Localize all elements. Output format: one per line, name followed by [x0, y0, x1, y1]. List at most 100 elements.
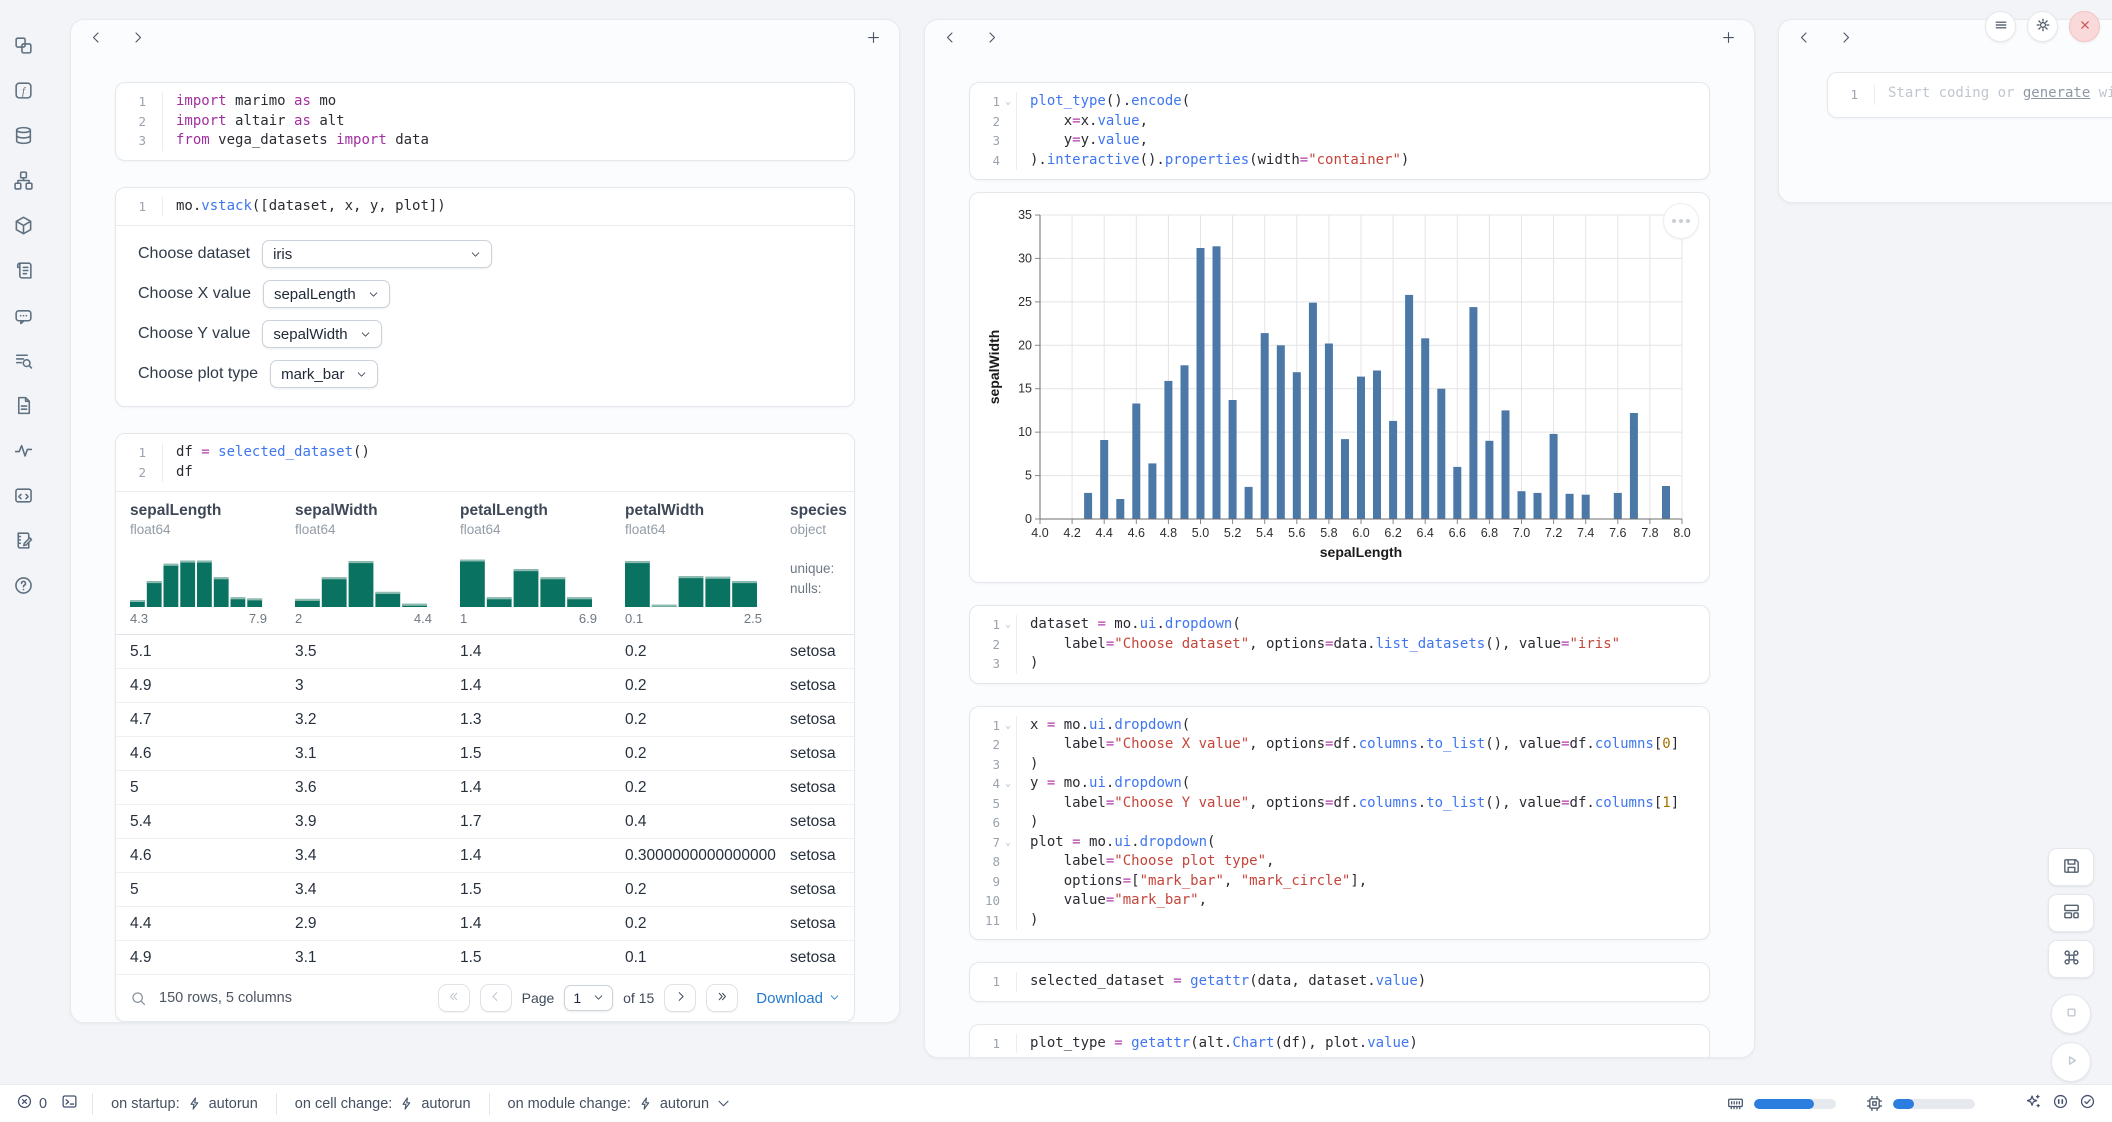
svg-text:7.6: 7.6 [1609, 526, 1626, 540]
page-select[interactable]: 1 [564, 985, 614, 1011]
item-value: autorun [421, 1095, 471, 1112]
scroll-left-button[interactable] [89, 30, 104, 48]
scroll-right-button[interactable] [130, 30, 145, 48]
table-cell: 5 [130, 778, 139, 796]
scratchpad-icon[interactable] [9, 525, 39, 555]
download-button[interactable]: Download [756, 990, 840, 1007]
choose-y-value-dropdown[interactable]: sepalWidth [262, 320, 382, 348]
choose-x-value-dropdown[interactable]: sepalLength [262, 280, 390, 308]
code-editor-xyplot[interactable]: 1 ⌄ x = mo.ui.dropdown(2 label="Choose X v… [970, 707, 1709, 940]
table-column-header[interactable]: sepalWidth float64 2 4.4 [295, 502, 432, 626]
histogram-max: 7.9 [248, 611, 267, 626]
column-middle-header [925, 20, 1754, 58]
keyboard-shortcuts-button[interactable] [2048, 940, 2094, 978]
table-of-contents-icon[interactable] [9, 345, 39, 375]
documentation-icon[interactable] [9, 255, 39, 285]
datasources-icon[interactable] [9, 120, 39, 150]
code-line: 9 options=["mark_bar", "mark_circle"], [970, 871, 1709, 891]
scroll-left-button[interactable] [1797, 30, 1812, 48]
connection-status-button[interactable] [2079, 1093, 2096, 1114]
table-cell: 0.2 [625, 642, 647, 660]
variables-icon[interactable]: f [9, 75, 39, 105]
terminal-button[interactable] [61, 1093, 78, 1114]
code-editor-dataset[interactable]: 1 ⌄ dataset = mo.ui.dropdown(2 label="Choo… [970, 606, 1709, 683]
code-editor-imports[interactable]: 1 import marimo as mo 2 import altair as al… [116, 83, 854, 160]
close-panel-button[interactable] [2069, 11, 2100, 42]
menu-button[interactable] [1985, 11, 2016, 42]
chart-menu-button[interactable] [1663, 203, 1699, 239]
add-cell-button[interactable] [1721, 30, 1736, 48]
table-cell: setosa [790, 948, 836, 966]
table-row: 4.4 2.9 1.4 0.2 setosa [116, 907, 854, 941]
stop-button[interactable] [2051, 994, 2091, 1034]
svg-text:4.2: 4.2 [1063, 526, 1080, 540]
runtime-config-item[interactable]: on module change: autorun [504, 1096, 736, 1112]
table-cell: 5.4 [130, 812, 152, 830]
sidebar: f [0, 0, 47, 1084]
runtime-config-item[interactable]: on cell change: autorun [291, 1096, 475, 1112]
altair-bar-chart[interactable]: 4.0 4.2 4.4 4.6 4.8 5.0 5.2 5.4 5.6 5.8 6.0 6.2 6.4 6… [986, 205, 1693, 570]
generate-link[interactable]: generate [2022, 85, 2091, 101]
tracing-icon[interactable] [9, 435, 39, 465]
cell-xyplot-dropdowns: 1 ⌄ x = mo.ui.dropdown(2 label="Choose X v… [969, 705, 1710, 940]
first-page-button[interactable] [437, 984, 470, 1012]
ai-chat-icon[interactable] [9, 300, 39, 330]
scroll-right-button[interactable] [984, 30, 999, 48]
code-editor-plot-type[interactable]: 1 plot_type = getattr(alt.Chart(df), plot… [970, 1025, 1709, 1058]
svg-text:35: 35 [1018, 208, 1032, 222]
snippets-icon[interactable] [9, 390, 39, 420]
svg-text:30: 30 [1018, 251, 1032, 265]
svg-text:4.0: 4.0 [1031, 526, 1048, 540]
table-cell: 5 [130, 880, 139, 898]
table-cell: 0.2 [625, 676, 647, 694]
histogram-max: 4.4 [413, 611, 432, 626]
page-select-value: 1 [573, 990, 582, 1006]
copilot-button[interactable] [2052, 1093, 2069, 1114]
table-column-header[interactable]: petalLength float64 1 6.9 [460, 502, 597, 626]
ai-assist-button[interactable] [2025, 1093, 2042, 1114]
column-right: 1 Start coding or generate with [1778, 19, 2112, 203]
svg-text:5: 5 [1025, 469, 1032, 483]
code-editor-selected-dataset[interactable]: 1 selected_dataset = getattr(data, datase… [970, 963, 1709, 1001]
memory-usage-bar [1754, 1098, 1836, 1109]
scroll-right-button[interactable] [1838, 30, 1853, 48]
page-count-label: of 15 [623, 990, 655, 1006]
packages-icon[interactable] [9, 210, 39, 240]
help-icon[interactable] [9, 570, 39, 600]
table-cell: 4.9 [130, 948, 152, 966]
save-button[interactable] [2048, 848, 2094, 886]
errors-indicator[interactable]: 0 [16, 1093, 47, 1114]
file-explorer-icon[interactable] [9, 30, 39, 60]
svg-text:6.2: 6.2 [1384, 526, 1401, 540]
settings-button[interactable] [2027, 11, 2058, 42]
search-icon[interactable] [130, 990, 147, 1007]
code-editor-vstack[interactable]: 1 mo.vstack([dataset, x, y, plot]) [116, 188, 854, 226]
control-row: Choose plot type mark_bar [138, 360, 832, 388]
prev-page-button[interactable] [479, 984, 512, 1012]
new-cell-input[interactable]: Start coding or generate with [1874, 85, 2112, 105]
outputs-icon[interactable] [9, 480, 39, 510]
choose-plot-type-dropdown[interactable]: mark_bar [270, 360, 379, 388]
code-editor-encode[interactable]: 1 ⌄ plot_type().encode(2 x=x.value, 3 y=y.v… [970, 83, 1709, 179]
code-editor-df[interactable]: 1 df = selected_dataset() 2 df [116, 434, 854, 492]
choose-dataset-dropdown[interactable]: iris [262, 240, 493, 268]
scroll-left-button[interactable] [943, 30, 958, 48]
table-column-header[interactable]: species object unique: nulls: [776, 502, 854, 634]
runtime-config-item[interactable]: on startup: autorun [107, 1096, 262, 1112]
table-column-header[interactable]: petalWidth float64 0.1 2.5 [625, 502, 762, 626]
add-cell-button[interactable] [866, 30, 881, 48]
table-cell: 0.2 [625, 710, 647, 728]
dataframe-table: sepalLength float64 4.3 7.9 sepalWidth float6… [116, 492, 854, 975]
run-all-button[interactable] [2051, 1042, 2091, 1082]
layout-toggle-button[interactable] [2048, 894, 2094, 932]
next-page-button[interactable] [664, 984, 697, 1012]
cell-dataset-dropdown: 1 ⌄ dataset = mo.ui.dropdown(2 label="Choo… [969, 605, 1710, 684]
table-summary: 150 rows, 5 columns [159, 990, 292, 1006]
errors-count: 0 [39, 1095, 48, 1112]
last-page-button[interactable] [706, 984, 739, 1012]
bolt-icon [187, 1096, 202, 1111]
code-line: 3) [970, 654, 1709, 674]
table-column-header[interactable]: sepalLength float64 4.3 7.9 [130, 502, 267, 626]
code-line: 3 y=y.value, [970, 131, 1709, 151]
dependency-graph-icon[interactable] [9, 165, 39, 195]
